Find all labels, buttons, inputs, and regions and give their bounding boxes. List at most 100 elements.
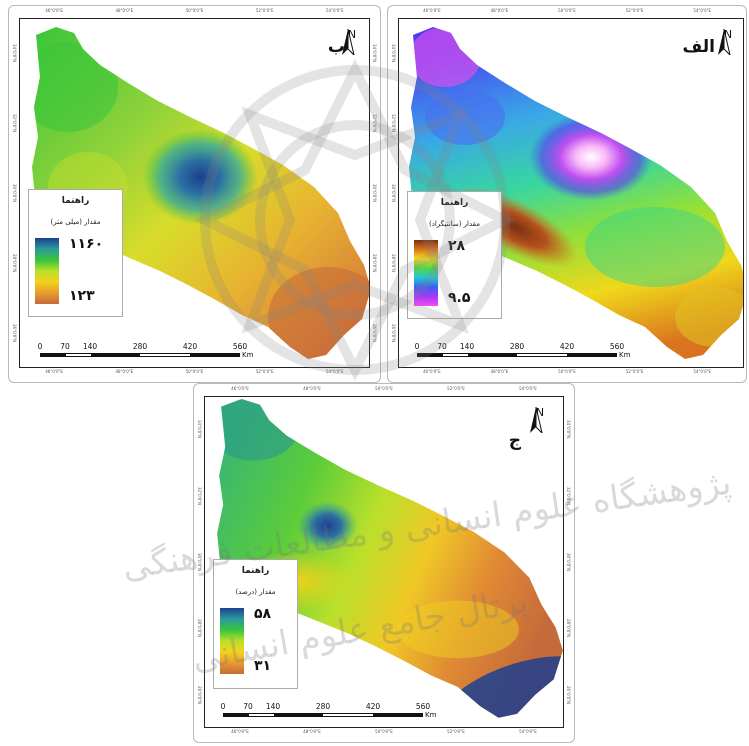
scale-tick-label: 140 bbox=[82, 342, 98, 351]
north-arrow: N bbox=[341, 29, 363, 55]
tick-label: 54°0'0"E bbox=[693, 8, 711, 13]
latitude-ticks-left: 34°0'0"N 32°0'0"N 30°0'0"N 28°0'0"N 26°0… bbox=[10, 18, 19, 368]
tick-label: 34°0'0"N bbox=[12, 43, 17, 63]
tick-label: 30°0'0"N bbox=[566, 552, 571, 572]
tick-label: 50°0'0"E bbox=[375, 386, 393, 391]
tick-label: 28°0'0"N bbox=[197, 619, 202, 638]
tick-label: 28°0'0"N bbox=[12, 253, 17, 273]
tick-label: 52°0'0"E bbox=[255, 369, 274, 374]
longitude-ticks-top: 46°0'0"E 48°0'0"E 50°0'0"E 52°0'0"E 54°0… bbox=[19, 8, 370, 18]
scale-bar-segment bbox=[467, 354, 517, 356]
scale-tick-label: 280 bbox=[132, 342, 148, 351]
north-letter: N bbox=[723, 28, 733, 41]
scale-unit: Km bbox=[619, 351, 631, 359]
map-frame-c: ج N راهنما مقدار (درصد) ۵۸ ۳۱ Km 0 70 140 2… bbox=[204, 396, 564, 728]
tick-label: 46°0'0"E bbox=[45, 369, 63, 374]
tick-label: 32°0'0"N bbox=[391, 113, 396, 133]
map-panel-c: 46°0'0"E 48°0'0"E 50°0'0"E 52°0'0"E 54°0… bbox=[193, 383, 575, 743]
tick-label: 26°0'0"N bbox=[566, 685, 571, 704]
tick-label: 28°0'0"N bbox=[391, 253, 396, 273]
legend-max-value: ۱۱۶۰ bbox=[69, 236, 104, 252]
tick-label: 52°0'0"E bbox=[625, 369, 644, 374]
tick-label: 46°0'0"E bbox=[422, 369, 441, 374]
tick-label: 50°0'0"E bbox=[558, 8, 576, 13]
tick-label: 54°0'0"E bbox=[519, 729, 537, 734]
longitude-ticks-bottom: 46°0'0"E 48°0'0"E 50°0'0"E 52°0'0"E 54°0… bbox=[19, 369, 370, 379]
scale-bar: Km 0 70 140 280 420 560 bbox=[211, 701, 441, 727]
north-letter: N bbox=[535, 406, 545, 419]
tick-label: 46°0'0"E bbox=[45, 8, 63, 13]
legend-title: راهنما bbox=[61, 196, 90, 206]
legend-c: راهنما مقدار (درصد) ۵۸ ۳۱ bbox=[213, 559, 298, 689]
tick-label: 48°0'0"E bbox=[490, 369, 509, 374]
longitude-ticks-bottom: 46°0'0"E 48°0'0"E 50°0'0"E 52°0'0"E 54°0… bbox=[398, 369, 736, 379]
tick-label: 46°0'0"E bbox=[422, 8, 441, 13]
tick-label: 46°0'0"E bbox=[231, 386, 249, 391]
tick-label: 50°0'0"E bbox=[185, 8, 204, 13]
tick-label: 32°0'0"N bbox=[197, 486, 202, 505]
north-arrow-icon bbox=[342, 29, 355, 55]
scale-bar-segment bbox=[224, 714, 249, 716]
legend-a: راهنما مقدار (سانتیگراد) ۲۸ ۹.۵ bbox=[407, 191, 502, 319]
tick-label: 50°0'0"E bbox=[558, 369, 576, 374]
longitude-ticks-bottom: 46°0'0"E 48°0'0"E 50°0'0"E 52°0'0"E 54°0… bbox=[204, 729, 564, 739]
tick-label: 34°0'0"N bbox=[372, 43, 377, 63]
legend-subtitle: مقدار (درصد) bbox=[235, 588, 276, 596]
legend-color-ramp bbox=[414, 240, 438, 306]
scale-bar-segment bbox=[372, 714, 422, 716]
scale-tick-label: 560 bbox=[609, 342, 625, 351]
temperature-map bbox=[409, 27, 743, 359]
map-panel-b: 46°0'0"E 48°0'0"E 50°0'0"E 52°0'0"E 54°0… bbox=[8, 5, 381, 383]
north-arrow: N bbox=[717, 28, 739, 55]
scale-tick-label: 280 bbox=[315, 702, 331, 711]
tick-label: 32°0'0"N bbox=[372, 113, 377, 133]
scale-bar: Km 0 70 140 280 420 560 bbox=[405, 341, 635, 367]
scale-bar-segment bbox=[442, 354, 468, 356]
tick-label: 54°0'0"E bbox=[693, 369, 711, 374]
scale-bar-segment bbox=[517, 354, 567, 356]
tick-label: 32°0'0"N bbox=[566, 486, 571, 505]
scale-tick-label: 560 bbox=[415, 702, 431, 711]
panel-label-c: ج bbox=[508, 431, 521, 451]
scale-tick-label: 420 bbox=[365, 702, 381, 711]
tick-label: 54°0'0"E bbox=[519, 386, 537, 391]
tick-label: 28°0'0"N bbox=[372, 253, 377, 273]
scale-bar-segment bbox=[273, 714, 323, 716]
scale-tick-label: 280 bbox=[509, 342, 525, 351]
latitude-ticks-left: 34°0'0"N 32°0'0"N 30°0'0"N 28°0'0"N 26°0… bbox=[389, 18, 398, 368]
tick-label: 48°0'0"E bbox=[115, 369, 134, 374]
tick-label: 34°0'0"N bbox=[566, 420, 571, 439]
panel-label-b: ب bbox=[327, 37, 345, 57]
scale-bar: Km 0 70 140 280 420 560 bbox=[28, 341, 258, 367]
tick-label: 26°0'0"N bbox=[372, 323, 377, 343]
scale-bar-segment bbox=[323, 714, 373, 716]
legend-min-value: ۳۱ bbox=[254, 658, 272, 674]
latitude-ticks-right: 34°0'0"N 32°0'0"N 30°0'0"N 28°0'0"N 26°0… bbox=[370, 18, 379, 368]
map-panel-a: 46°0'0"E 48°0'0"E 50°0'0"E 52°0'0"E 54°0… bbox=[387, 5, 747, 383]
scale-bar-segment bbox=[140, 354, 190, 356]
scale-bar-segment bbox=[65, 354, 91, 356]
legend-color-ramp bbox=[220, 608, 244, 674]
map-frame-a: الف N راهنما مقدار (سانتیگراد) ۲۸ ۹.۵ Km… bbox=[398, 18, 744, 368]
tick-label: 30°0'0"N bbox=[391, 183, 396, 203]
scale-tick-label: 0 bbox=[414, 342, 420, 351]
tick-label: 26°0'0"N bbox=[12, 323, 17, 343]
tick-label: 26°0'0"N bbox=[391, 323, 396, 343]
scale-unit: Km bbox=[425, 711, 437, 719]
longitude-ticks-top: 46°0'0"E 48°0'0"E 50°0'0"E 52°0'0"E 54°0… bbox=[204, 386, 564, 396]
north-arrow-icon bbox=[530, 407, 543, 433]
scale-tick-label: 420 bbox=[559, 342, 575, 351]
tick-label: 48°0'0"E bbox=[303, 386, 321, 391]
legend-b: راهنما مقدار (میلی متر) ۱۱۶۰ ۱۲۳ bbox=[28, 189, 123, 317]
latitude-ticks-left: 34°0'0"N 32°0'0"N 30°0'0"N 28°0'0"N 26°0… bbox=[195, 396, 204, 728]
legend-max-value: ۲۸ bbox=[448, 238, 466, 254]
scale-bar-segments bbox=[223, 713, 423, 717]
tick-label: 34°0'0"N bbox=[197, 420, 202, 439]
scale-bar-segment bbox=[90, 354, 140, 356]
tick-label: 50°0'0"E bbox=[185, 369, 204, 374]
legend-min-value: ۹.۵ bbox=[448, 290, 471, 306]
scale-unit: Km bbox=[242, 351, 254, 359]
tick-label: 50°0'0"E bbox=[375, 729, 393, 734]
legend-subtitle: مقدار (میلی متر) bbox=[50, 218, 101, 226]
tick-label: 32°0'0"N bbox=[12, 113, 17, 133]
